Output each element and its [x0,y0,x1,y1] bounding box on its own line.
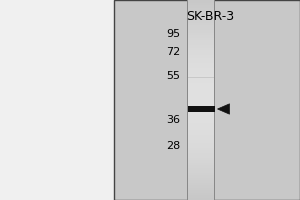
Bar [188,105,214,108]
Bar [187,0,188,200]
Bar [188,88,214,90]
Bar [188,60,214,62]
Bar [188,170,214,172]
Bar [188,108,214,110]
Bar [188,130,214,132]
Bar [188,175,214,178]
Bar [188,7,214,10]
Bar [188,125,214,128]
Bar [188,75,214,77]
Bar [188,102,214,105]
Bar [188,122,214,125]
Bar [188,98,214,100]
Bar [188,165,214,168]
Bar [188,100,214,102]
Bar [188,185,214,188]
Bar [188,95,214,98]
Bar [188,32,214,35]
Bar [188,45,214,47]
Bar [188,140,214,142]
Bar [188,117,214,120]
Bar [188,40,214,43]
Bar [188,120,214,122]
Bar [188,65,214,68]
Bar [188,52,214,55]
Bar [188,18,214,20]
Text: 28: 28 [166,141,180,151]
Bar [188,73,214,75]
Bar [188,50,214,52]
Bar [188,27,214,30]
Text: 72: 72 [166,47,180,57]
Bar [188,160,214,162]
Bar [188,15,214,18]
Bar [188,47,214,50]
Bar [188,5,214,7]
Bar [188,188,214,190]
Bar [188,10,214,12]
Bar [188,168,214,170]
Bar [188,152,214,155]
Bar [188,192,214,195]
Bar [188,20,214,22]
Text: 36: 36 [166,115,180,125]
Bar [188,128,214,130]
Text: 55: 55 [166,71,180,81]
Bar [188,135,214,138]
Bar [188,115,214,117]
Bar [188,138,214,140]
Bar [188,58,214,60]
Bar [188,80,214,82]
Bar [188,198,214,200]
Bar [188,12,214,15]
Bar [188,35,214,38]
Bar [188,22,214,25]
Bar [188,38,214,40]
Bar [214,0,215,200]
Bar [188,43,214,45]
Bar [188,68,214,70]
Polygon shape [218,104,230,114]
Bar [188,155,214,158]
Bar [188,158,214,160]
Bar [188,0,214,2]
Bar [188,62,214,65]
Bar [188,110,214,112]
Text: 95: 95 [166,29,180,39]
Bar [188,30,214,32]
Bar [188,90,214,92]
Bar [188,25,214,27]
Bar [188,78,214,80]
Bar [188,142,214,145]
Bar [188,195,214,198]
Bar [188,92,214,95]
Bar [188,190,214,192]
Bar [188,132,214,135]
Text: SK-BR-3: SK-BR-3 [186,9,234,22]
Bar [188,162,214,165]
Bar [188,180,214,182]
Bar [188,55,214,58]
Bar [188,145,214,148]
Bar [188,70,214,73]
Bar [188,172,214,175]
Bar [188,2,214,5]
Bar [188,150,214,152]
Bar [114,0,300,200]
Bar [188,106,214,112]
Bar [188,112,214,115]
Bar [188,148,214,150]
Bar [188,182,214,185]
Bar [188,83,214,85]
Bar [188,178,214,180]
Bar [188,85,214,88]
